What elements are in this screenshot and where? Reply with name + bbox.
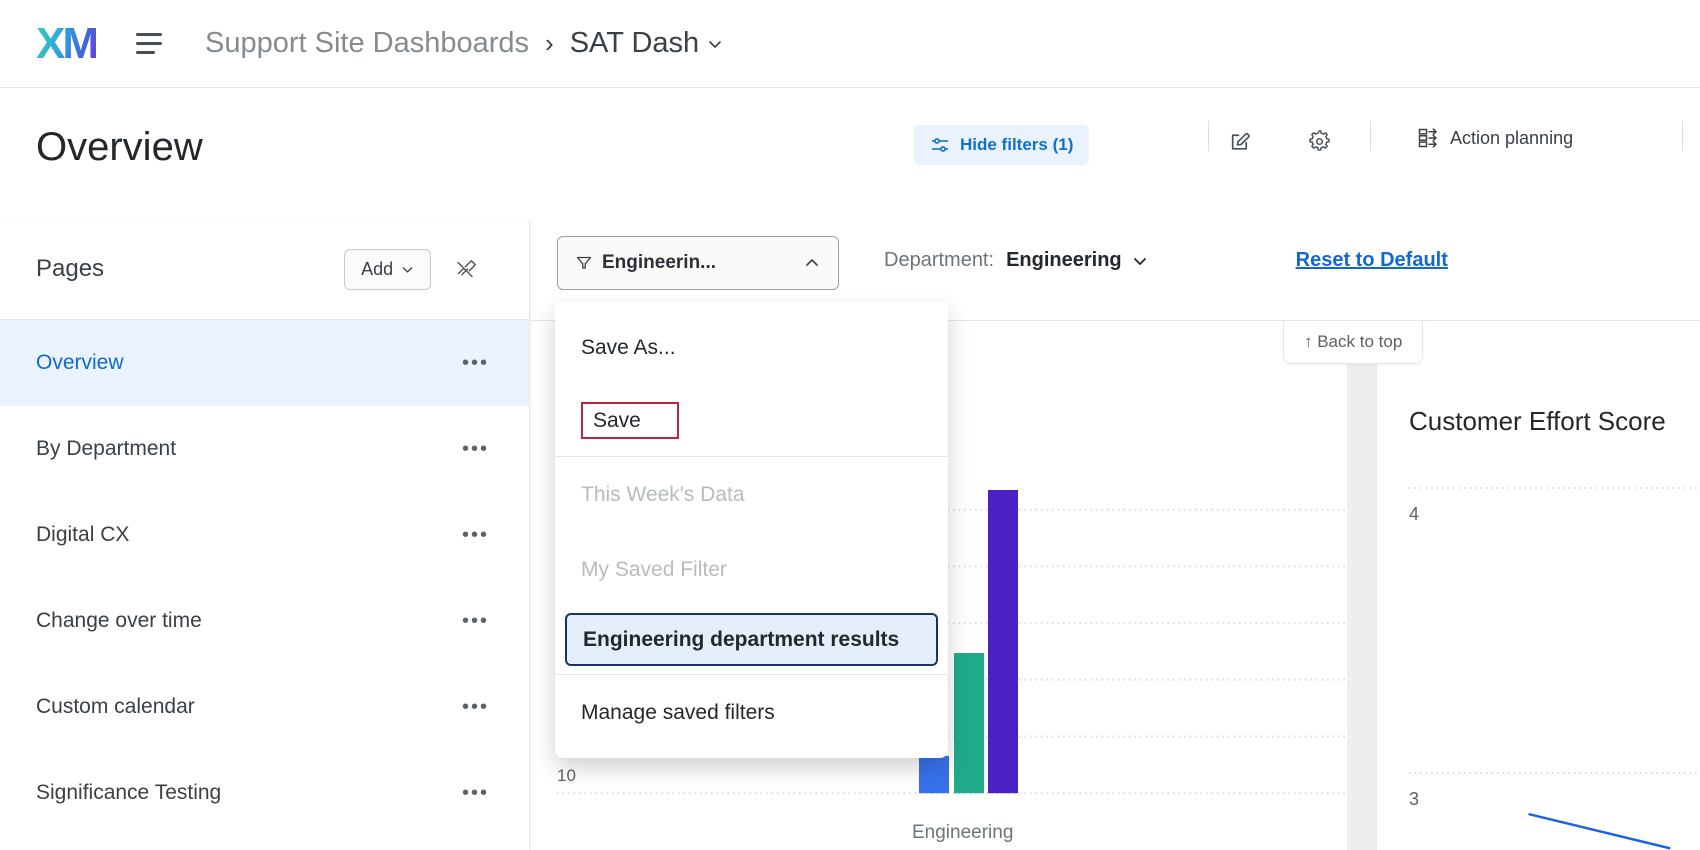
svg-text:3: 3 <box>1409 789 1419 809</box>
svg-text:4: 4 <box>1409 504 1419 524</box>
svg-text:10: 10 <box>557 766 576 785</box>
